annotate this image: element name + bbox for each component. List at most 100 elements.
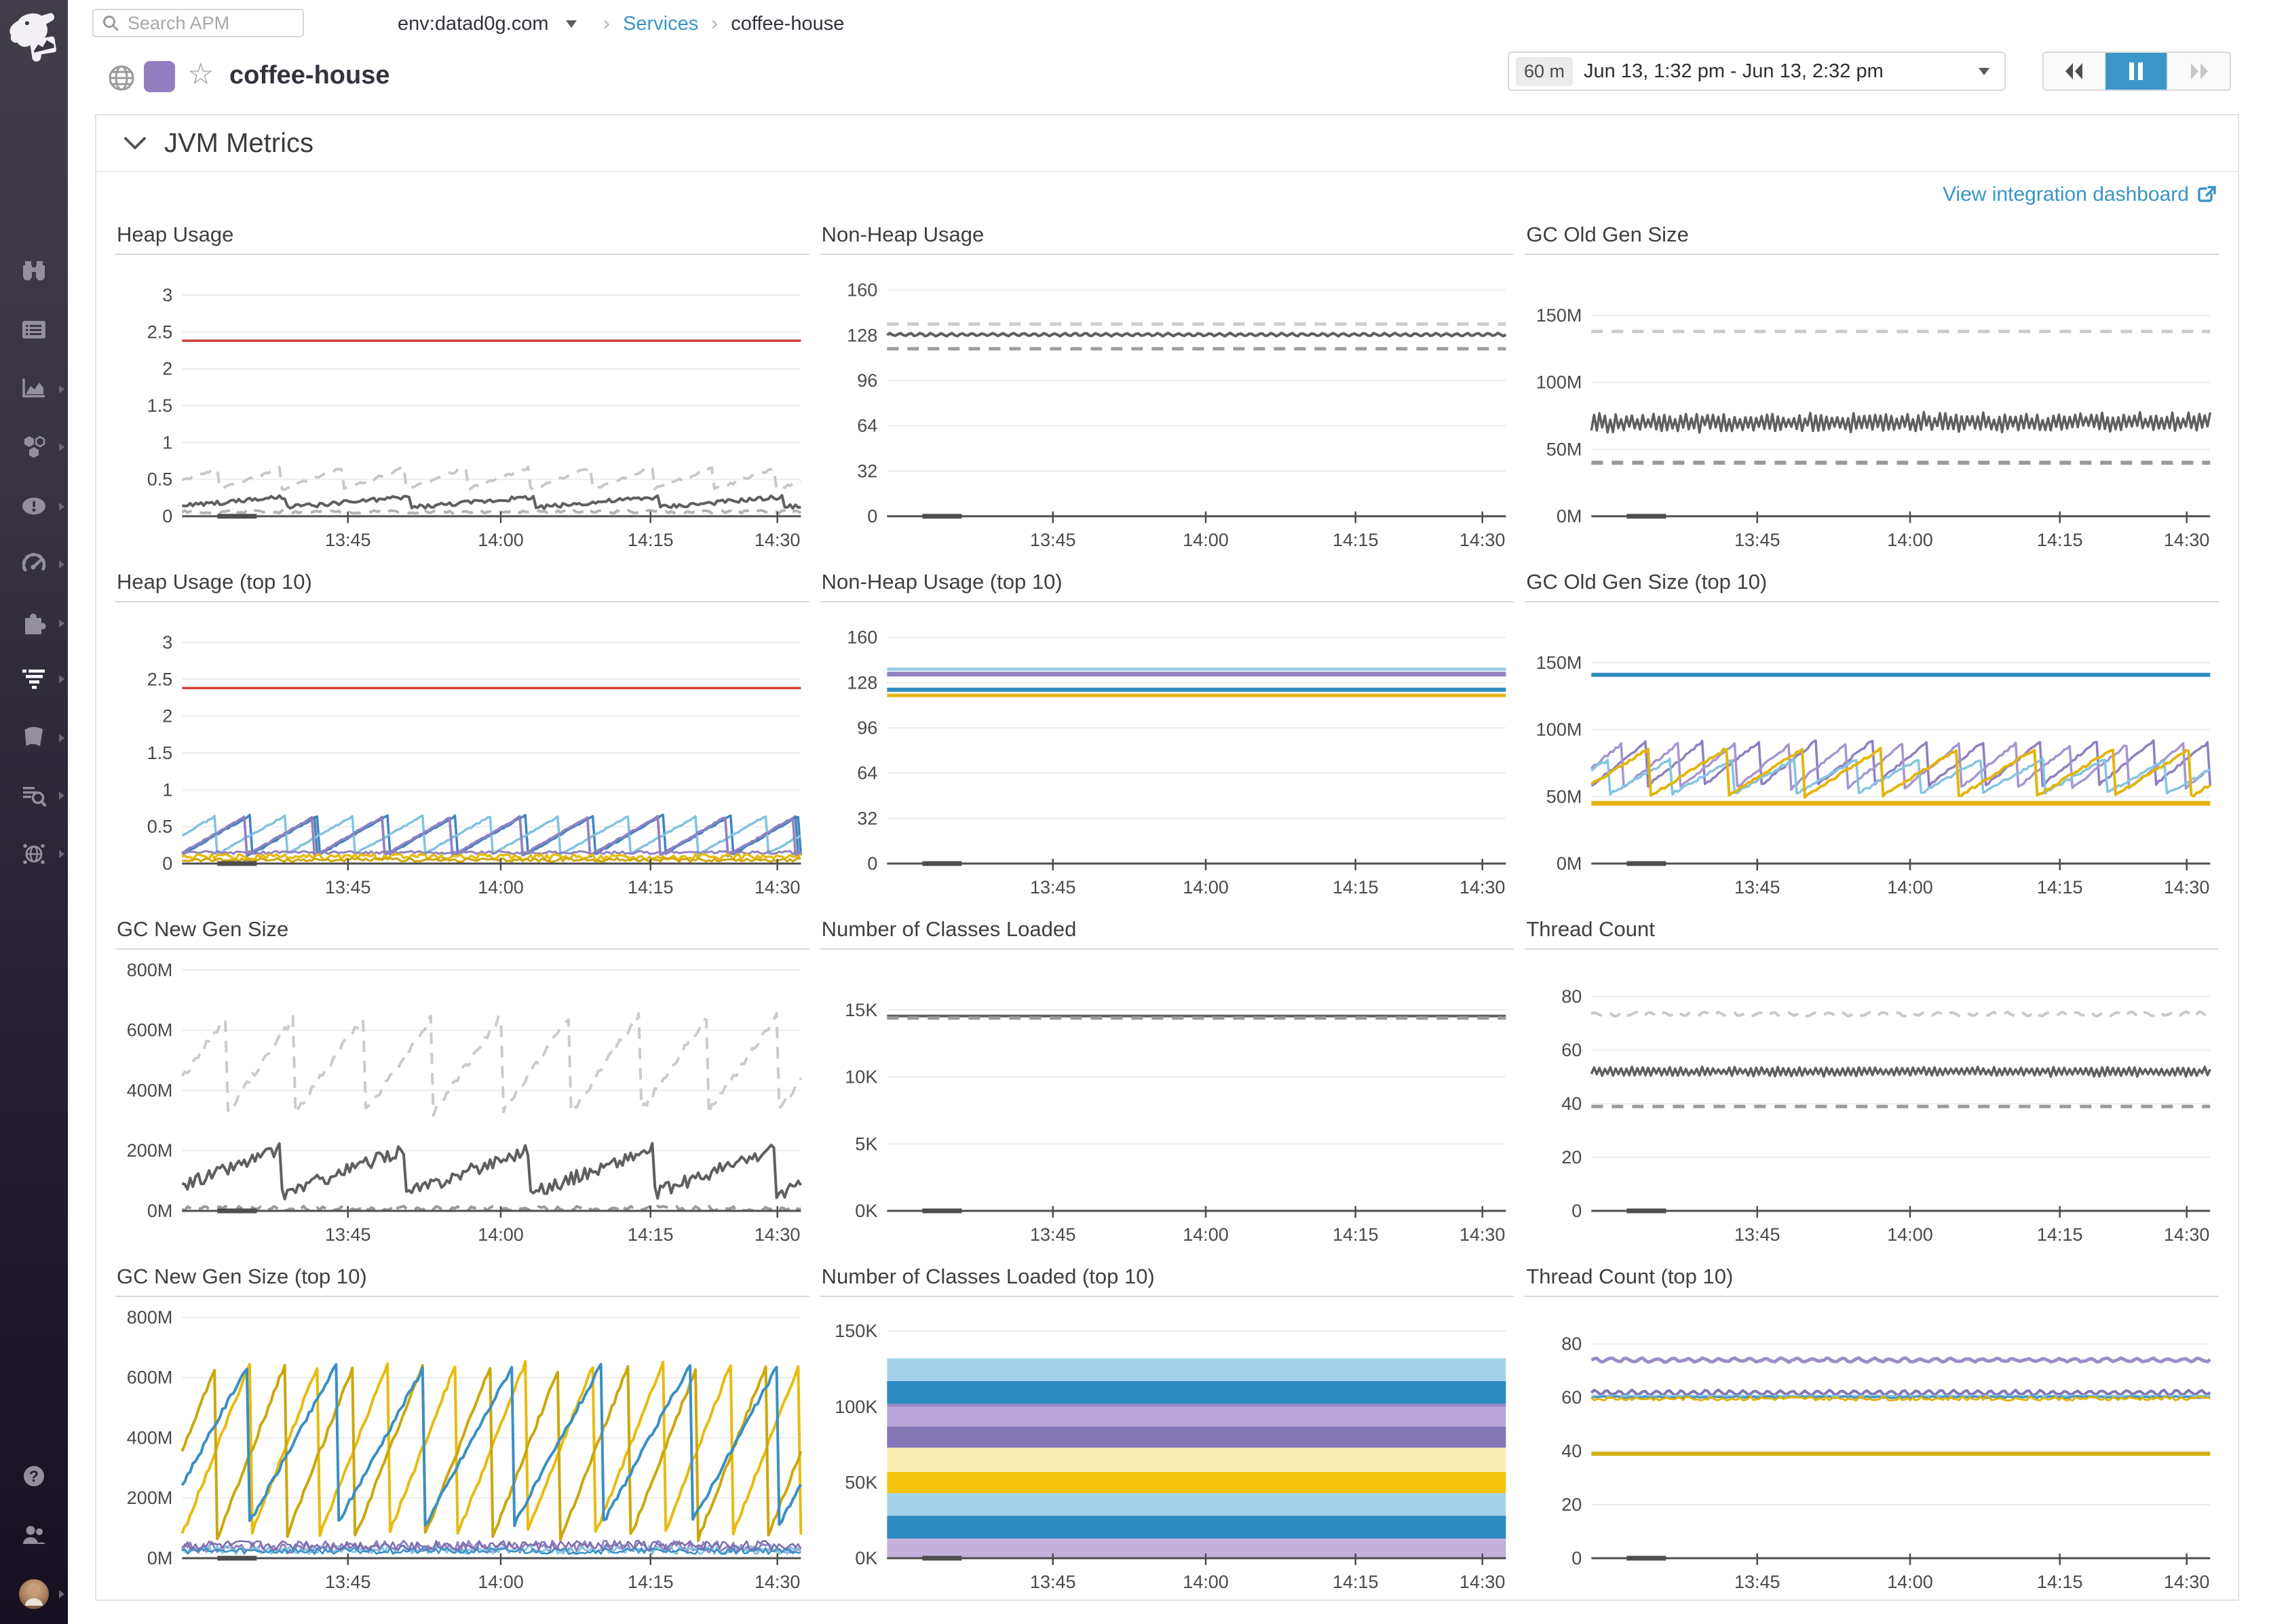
search-input[interactable] — [92, 9, 304, 37]
globe-icon — [109, 65, 134, 91]
chart-gc-old-gen-size[interactable]: GC Old Gen Size 150M 100M 50M 0M 13:45 14:00 14… — [1525, 217, 2219, 562]
chart-gc-old-gen-size-top-10[interactable]: GC Old Gen Size (top 10) 150M 100M 50M 0M 13:… — [1525, 564, 2219, 909]
chart-non-heap-usage-top-10[interactable]: Non-Heap Usage (top 10) 160 128 96 64 32 0 13:4… — [820, 564, 1514, 909]
chart-plot[interactable]: 150K 100K 50K 0K 13:45 14:00 14:15 14:30 — [820, 1297, 1514, 1596]
fast-forward-icon — [2190, 63, 2208, 79]
top-bar: env:datad0g.com › Services › coffee-hous… — [68, 0, 2269, 47]
chart-number-of-classes-loaded-top-10[interactable]: Number of Classes Loaded (top 10) 150K 100… — [820, 1259, 1514, 1604]
breadcrumb: › Services › coffee-house — [590, 9, 844, 39]
svg-text:32: 32 — [857, 808, 877, 828]
rewind-button[interactable] — [2044, 53, 2105, 90]
pause-icon — [2129, 62, 2143, 80]
chart-plot[interactable]: 3 2.5 2 1.5 1 0.5 0 13:45 14:00 14:15 14:30 — [115, 602, 809, 901]
svg-text:2: 2 — [162, 359, 172, 379]
star-favorite-icon[interactable]: ☆ — [187, 57, 214, 92]
chart-plot[interactable]: 80 60 40 20 0 13:45 14:00 14:15 14:30 — [1525, 1297, 2219, 1596]
svg-text:0: 0 — [867, 506, 877, 526]
svg-text:0: 0 — [162, 506, 172, 526]
sidebar-item-logs-search[interactable] — [0, 777, 68, 815]
svg-text:13:45: 13:45 — [1734, 530, 1780, 550]
chart-thread-count-top-10[interactable]: Thread Count (top 10) 80 60 40 20 0 13:45 14:00… — [1525, 1259, 2219, 1604]
chart-number-of-classes-loaded[interactable]: Number of Classes Loaded 15K 10K 5K 0K 13:45 1… — [820, 912, 1514, 1256]
svg-text:14:30: 14:30 — [755, 530, 801, 550]
svg-text:600M: 600M — [127, 1368, 173, 1388]
svg-text:14:30: 14:30 — [755, 877, 801, 897]
svg-text:2.5: 2.5 — [147, 669, 173, 689]
svg-text:2: 2 — [162, 706, 172, 727]
sidebar-item-team[interactable] — [0, 1517, 68, 1555]
svg-text:14:00: 14:00 — [1888, 530, 1934, 550]
jvm-metrics-header[interactable]: JVM Metrics — [96, 115, 2238, 172]
svg-text:1: 1 — [162, 779, 172, 800]
svg-text:0: 0 — [1572, 1548, 1582, 1568]
chart-title: Thread Count — [1525, 912, 2219, 950]
sidebar-item-integrations-puzzle[interactable] — [0, 604, 68, 642]
datadog-logo-icon[interactable] — [5, 7, 62, 69]
chart-heap-usage[interactable]: Heap Usage 3 2.5 2 1.5 1 0.5 0 13:45 14:00 14:15 14… — [115, 217, 809, 562]
chevron-right-icon — [59, 734, 64, 742]
svg-text:0: 0 — [867, 853, 877, 874]
chart-plot[interactable]: 150M 100M 50M 0M 13:45 14:00 14:15 14:30 — [1525, 255, 2219, 554]
svg-text:60: 60 — [1562, 1387, 1582, 1408]
chart-heap-usage-top-10[interactable]: Heap Usage (top 10) 3 2.5 2 1.5 1 0.5 0 13:45 14:… — [115, 564, 809, 909]
sidebar-item-avatar[interactable] — [0, 1575, 68, 1613]
svg-text:13:45: 13:45 — [1734, 877, 1780, 897]
sidebar-item-synthetics-globe[interactable] — [0, 835, 68, 873]
chart-title: Non-Heap Usage (top 10) — [820, 564, 1514, 602]
avatar — [19, 1579, 49, 1609]
svg-text:0: 0 — [1572, 1201, 1582, 1221]
forward-button[interactable] — [2167, 53, 2230, 90]
svg-text:160: 160 — [847, 627, 877, 648]
svg-text:14:15: 14:15 — [628, 877, 674, 897]
chart-plot[interactable]: 160 128 96 64 32 0 13:45 14:00 14:15 14:30 — [820, 602, 1514, 901]
sidebar-item-monitors-alert[interactable] — [0, 488, 68, 526]
chevron-right-icon — [59, 560, 64, 568]
sidebar: ? — [0, 0, 68, 1624]
chart-plot[interactable]: 15K 10K 5K 0K 13:45 14:00 14:15 14:30 — [820, 950, 1514, 1248]
chart-plot[interactable]: 160 128 96 64 32 0 13:45 14:00 14:15 14:30 — [820, 255, 1514, 554]
chart-plot[interactable]: 80 60 40 20 0 13:45 14:00 14:15 14:30 — [1525, 950, 2219, 1248]
charts-grid: Heap Usage 3 2.5 2 1.5 1 0.5 0 13:45 14:00 14:15 14… — [115, 217, 2219, 1604]
svg-text:50M: 50M — [1546, 786, 1582, 807]
sidebar-item-help[interactable]: ? — [0, 1457, 68, 1495]
svg-text:14:00: 14:00 — [478, 877, 524, 897]
chart-non-heap-usage[interactable]: Non-Heap Usage 160 128 96 64 32 0 13:45 14:00 14:… — [820, 217, 1514, 562]
chevron-right-icon — [59, 850, 64, 858]
svg-text:13:45: 13:45 — [325, 1572, 371, 1592]
sidebar-item-binoculars[interactable] — [0, 253, 68, 291]
chart-thread-count[interactable]: Thread Count 80 60 40 20 0 13:45 14:00 14:15 14:3… — [1525, 912, 2219, 1256]
chart-plot[interactable]: 150M 100M 50M 0M 13:45 14:00 14:15 14:30 — [1525, 602, 2219, 901]
svg-text:64: 64 — [857, 763, 877, 784]
sidebar-item-apm-traces[interactable] — [0, 660, 68, 698]
svg-text:10K: 10K — [845, 1067, 877, 1087]
svg-text:13:45: 13:45 — [325, 1224, 371, 1245]
sidebar-item-events-list[interactable] — [0, 311, 68, 349]
chart-plot[interactable]: 3 2.5 2 1.5 1 0.5 0 13:45 14:00 14:15 14:30 — [115, 255, 809, 554]
external-link-icon — [2198, 186, 2216, 202]
svg-text:14:15: 14:15 — [1333, 1572, 1379, 1592]
monitors-alert-icon — [22, 497, 45, 515]
service-color-swatch[interactable] — [144, 61, 175, 92]
chart-gc-new-gen-size-top-10[interactable]: GC New Gen Size (top 10) 800M 600M 400M 200M… — [115, 1259, 809, 1604]
svg-text:400M: 400M — [127, 1080, 173, 1100]
rewind-icon — [2065, 63, 2083, 79]
breadcrumb-services-link[interactable]: Services — [623, 12, 699, 35]
chart-plot[interactable]: 800M 600M 400M 200M 0M 13:45 14:00 14:15 14:30 — [115, 950, 809, 1248]
chart-plot[interactable]: 800M 600M 400M 200M 0M 13:45 14:00 14:15 14:30 — [115, 1297, 809, 1596]
sidebar-item-infrastructure-hexmap[interactable] — [0, 428, 68, 466]
chart-title: GC Old Gen Size — [1525, 217, 2219, 255]
svg-text:14:15: 14:15 — [1333, 530, 1379, 550]
svg-text:64: 64 — [857, 416, 877, 436]
sidebar-item-dashboards-gauge[interactable] — [0, 545, 68, 583]
pause-button[interactable] — [2105, 53, 2167, 90]
svg-text:40: 40 — [1562, 1094, 1582, 1114]
chart-gc-new-gen-size[interactable]: GC New Gen Size 800M 600M 400M 200M 0M 13:45 14… — [115, 912, 809, 1256]
env-selector[interactable]: env:datad0g.com — [398, 9, 577, 39]
search-apm-field[interactable] — [126, 12, 292, 35]
sidebar-item-notebook[interactable] — [0, 719, 68, 757]
sidebar-item-metrics-graph[interactable] — [0, 370, 68, 408]
svg-text:800M: 800M — [127, 1307, 173, 1328]
svg-text:13:45: 13:45 — [1030, 530, 1076, 550]
time-range-selector[interactable]: 60 m Jun 13, 1:32 pm - Jun 13, 2:32 pm — [1508, 52, 2006, 91]
view-integration-dashboard-link[interactable]: View integration dashboard — [1943, 183, 2217, 206]
